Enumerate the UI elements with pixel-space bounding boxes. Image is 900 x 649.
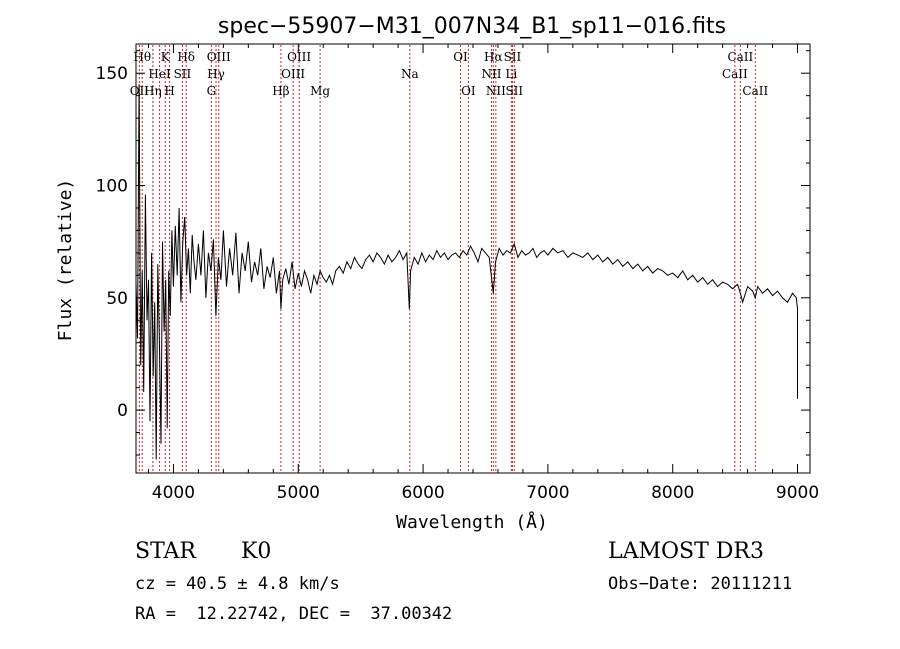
x-axis-label: Wavelength (Å) xyxy=(396,511,548,533)
spectrum-line xyxy=(135,84,798,460)
obs-date: Obs−Date: 20111211 xyxy=(608,574,793,594)
line-marker-label: SII xyxy=(504,50,522,64)
x-tick-label: 4000 xyxy=(152,483,195,503)
survey-name: LAMOST DR3 xyxy=(608,539,764,564)
y-tick-label: 50 xyxy=(106,289,128,309)
x-tick-label: 6000 xyxy=(401,483,444,503)
x-tick-label: 7000 xyxy=(526,483,569,503)
line-marker-label: Mg xyxy=(310,84,330,98)
line-marker-label: OIII xyxy=(281,67,305,81)
line-marker-label: H xyxy=(164,84,174,98)
y-tick-label: 0 xyxy=(117,401,128,421)
line-marker-label: OI xyxy=(453,50,468,64)
line-marker-label: SII xyxy=(174,67,192,81)
line-marker-label: Na xyxy=(401,67,419,81)
object-class: STAR xyxy=(135,539,196,564)
coordinates: RA = 12.22742, DEC = 37.00342 xyxy=(135,604,453,624)
chart-title: spec−55907−M31_007N34_B1_sp11−016.fits xyxy=(218,14,726,39)
line-marker-label: OIII xyxy=(207,50,231,64)
line-marker-label: Hδ xyxy=(177,50,195,64)
line-marker-label: CaII xyxy=(742,84,768,98)
line-marker-label: CaII xyxy=(722,67,748,81)
line-marker-label: NII xyxy=(486,84,506,98)
x-axis-ticks: 4000 5000 6000 7000 8000 9000 xyxy=(147,44,819,503)
line-marker-label: HeI xyxy=(148,67,171,81)
y-tick-label: 100 xyxy=(96,177,128,197)
y-tick-label: 150 xyxy=(96,64,128,84)
line-marker-label: K xyxy=(161,50,171,64)
line-marker-label: Hβ xyxy=(272,84,289,98)
line-marker-label: OI xyxy=(461,84,476,98)
line-marker-label: CaII xyxy=(727,50,753,64)
y-axis-ticks: 0 50 100 150 xyxy=(96,50,810,456)
line-marker-label: Hγ xyxy=(207,67,225,81)
line-marker-label: Hα xyxy=(484,50,503,64)
x-tick-label: 8000 xyxy=(651,483,694,503)
object-subclass: K0 xyxy=(241,539,272,564)
line-marker-label: SII xyxy=(505,84,523,98)
x-tick-label: 5000 xyxy=(277,483,320,503)
line-marker-label: G xyxy=(207,84,217,98)
line-marker-label: Hη xyxy=(144,84,162,98)
line-marker-labels: OIIHθHηHeIKHSIIHδGHγOIIIHβOIIIOIIIMgNaOI… xyxy=(130,50,769,98)
line-marker-label: Li xyxy=(505,67,517,81)
line-marker-label: Hθ xyxy=(133,50,151,64)
line-marker-label: NII xyxy=(481,67,501,81)
redshift-readout: cz = 40.5 ± 4.8 km/s xyxy=(135,574,340,594)
line-marker-label: OIII xyxy=(287,50,311,64)
x-tick-label: 9000 xyxy=(776,483,819,503)
y-axis-label: Flux (relative) xyxy=(55,179,76,342)
